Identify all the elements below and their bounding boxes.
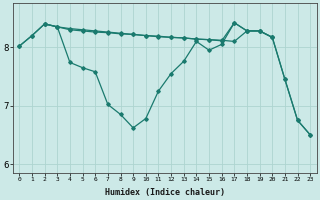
X-axis label: Humidex (Indice chaleur): Humidex (Indice chaleur) [105, 188, 225, 197]
